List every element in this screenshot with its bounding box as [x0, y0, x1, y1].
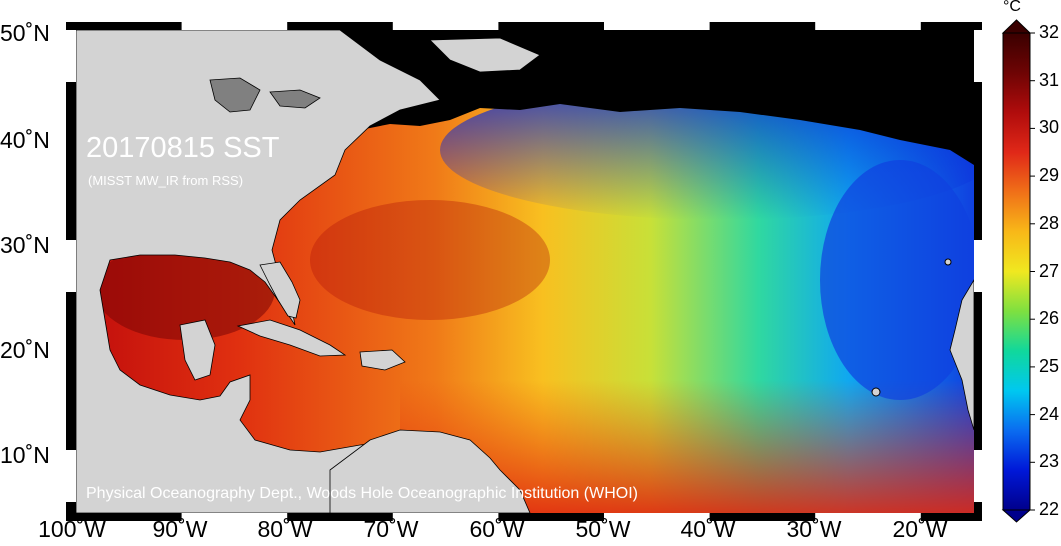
colorbar-tick-label: 23	[1039, 451, 1060, 472]
hot-gulf-core	[95, 240, 275, 340]
hispaniola-land	[359, 349, 406, 371]
colorbar-tick-label: 31	[1039, 69, 1060, 90]
lat-label-50n: 50˚N	[0, 20, 50, 46]
warm-sargasso	[310, 200, 550, 320]
cape-verde-islands	[871, 387, 881, 397]
florida-land	[259, 261, 301, 319]
frame-tick-segment	[974, 450, 982, 502]
colorbar-tick-label: 32	[1039, 22, 1060, 42]
colorbar	[1001, 19, 1035, 523]
colorbar-tick-label: 28	[1039, 212, 1060, 233]
africa-land	[949, 279, 974, 431]
lon-label-60w: 60˚W	[469, 516, 525, 542]
frame-tick-segment	[974, 30, 982, 82]
frame-ticks	[66, 22, 982, 521]
great-lakes	[209, 77, 321, 113]
frame-tick-segment	[392, 513, 499, 521]
south-america-land	[329, 429, 531, 513]
lat-label-30n: 30˚N	[0, 232, 50, 258]
colorbar-tick-label: 26	[1039, 308, 1060, 329]
canary-islands	[944, 258, 952, 266]
frame-tick-segment	[66, 240, 76, 292]
colorbar-tick-label: 27	[1039, 260, 1060, 281]
frame-tick-segment	[604, 513, 710, 521]
colorbar-unit: °C	[1003, 0, 1021, 15]
frame-tick-segment	[815, 22, 921, 30]
lon-label-50w: 50˚W	[575, 516, 631, 542]
colorbar-scale	[1002, 32, 1031, 511]
frame-tick-segment	[181, 22, 288, 30]
frame-tick-segment	[66, 30, 76, 82]
colorbar-top-arrow	[1001, 19, 1032, 34]
map-body	[76, 30, 974, 513]
map-title: 20170815 SST	[86, 132, 280, 164]
frame-tick-segment	[392, 22, 499, 30]
nova-scotia-land	[429, 37, 541, 73]
lat-label-40n: 40˚N	[0, 127, 50, 153]
map-subtitle: (MISST MW_IR from RSS)	[88, 173, 244, 188]
colorbar-tick-label: 22	[1039, 499, 1060, 519]
lon-label-80w: 80˚W	[257, 516, 313, 542]
lon-label-20w: 20˚W	[892, 516, 948, 542]
colorbar-tick-label: 30	[1039, 117, 1060, 138]
colorbar-bottom-arrow	[1001, 509, 1032, 523]
frame-tick-segment	[66, 450, 76, 502]
cuba-land	[236, 319, 347, 357]
frame-tick-segment	[181, 513, 288, 521]
lon-label-100w: 100˚W	[38, 516, 106, 542]
lon-label-40w: 40˚W	[680, 516, 736, 542]
lon-label-30w: 30˚W	[786, 516, 842, 542]
frame-tick-segment	[604, 22, 710, 30]
yucatan-land	[179, 319, 216, 381]
colorbar-tick-label: 29	[1039, 165, 1060, 186]
lat-label-10n: 10˚N	[0, 442, 50, 468]
cold-eddy-east	[820, 160, 974, 400]
colorbar-tick-label: 24	[1039, 403, 1060, 424]
lon-label-70w: 70˚W	[363, 516, 419, 542]
lat-label-20n: 20˚N	[0, 337, 50, 363]
colorbar-ticks	[1030, 32, 1035, 511]
lon-label-90w: 90˚W	[152, 516, 208, 542]
frame-tick-segment	[815, 513, 921, 521]
frame-tick-segment	[974, 240, 982, 292]
map-credit: Physical Oceanography Dept., Woods Hole …	[86, 485, 638, 502]
colorbar-tick-label: 25	[1039, 355, 1060, 376]
